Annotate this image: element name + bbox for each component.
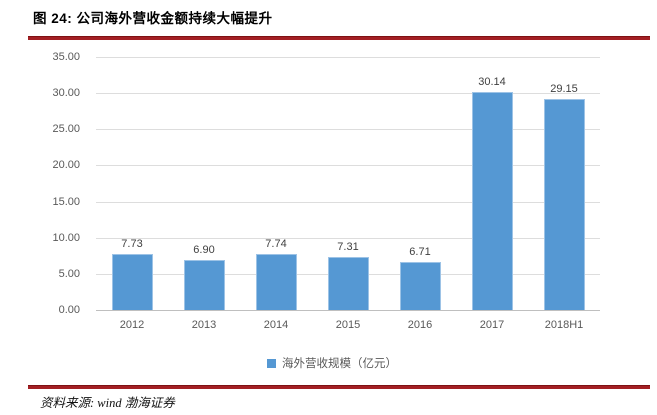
y-tick-label: 5.00	[58, 267, 80, 280]
x-axis-line	[96, 310, 600, 311]
bottom-accent-rule	[28, 385, 650, 389]
x-tick-label-2018H1: 2018H1	[544, 319, 584, 331]
legend-swatch-icon	[267, 358, 276, 368]
data-label-2016: 6.71	[409, 245, 431, 258]
gridline	[96, 93, 600, 95]
gridline	[96, 165, 600, 167]
data-label-2017: 30.14	[478, 76, 506, 89]
bar-chart: 0.00 5.00 10.00 15.00 20.00 25.00 30.00 35.00 7.…	[0, 44, 657, 380]
data-label-2018H1: 29.15	[550, 83, 578, 96]
y-tick-label: 10.00	[52, 231, 80, 244]
data-label-2012: 7.73	[121, 238, 143, 251]
legend-label: 海外营收规模（亿元）	[282, 358, 397, 370]
bar-2018H1	[543, 99, 585, 310]
y-tick-label: 15.00	[52, 195, 80, 208]
bar-2014	[255, 254, 297, 310]
chart-legend: 海外营收规模（亿元）	[80, 356, 584, 370]
y-tick-label: 25.00	[52, 123, 80, 136]
gridline	[96, 237, 600, 239]
bar-2016	[399, 261, 441, 310]
gridline	[96, 201, 600, 203]
x-tick-label-2013: 2013	[191, 319, 217, 331]
source-note: 资料来源: wind 渤海证券	[40, 396, 175, 410]
bar-2017	[471, 92, 513, 310]
figure-title: 图 24: 公司海外营收金额持续大幅提升	[33, 11, 273, 26]
bar-2013	[183, 260, 225, 310]
plot-area: 0.00 5.00 10.00 15.00 20.00 25.00 30.00 35.00 7.…	[52, 51, 600, 331]
data-label-2015: 7.31	[337, 241, 359, 254]
y-tick-label: 35.00	[52, 51, 80, 63]
top-accent-rule	[28, 36, 650, 40]
bar-2015	[327, 257, 369, 310]
x-tick-label-2012: 2012	[119, 319, 145, 331]
bar-2012	[111, 254, 153, 310]
x-tick-label-2015: 2015	[335, 319, 361, 331]
y-tick-label: 30.00	[52, 87, 80, 100]
y-tick-label: 0.00	[58, 304, 80, 316]
gridline	[96, 129, 600, 131]
gridline	[96, 57, 600, 58]
x-tick-label-2014: 2014	[263, 319, 289, 331]
x-tick-label-2016: 2016	[407, 319, 433, 331]
data-label-2013: 6.90	[193, 244, 215, 257]
data-label-2014: 7.74	[265, 238, 287, 251]
y-tick-label: 20.00	[52, 159, 80, 172]
x-tick-label-2017: 2017	[479, 319, 505, 331]
